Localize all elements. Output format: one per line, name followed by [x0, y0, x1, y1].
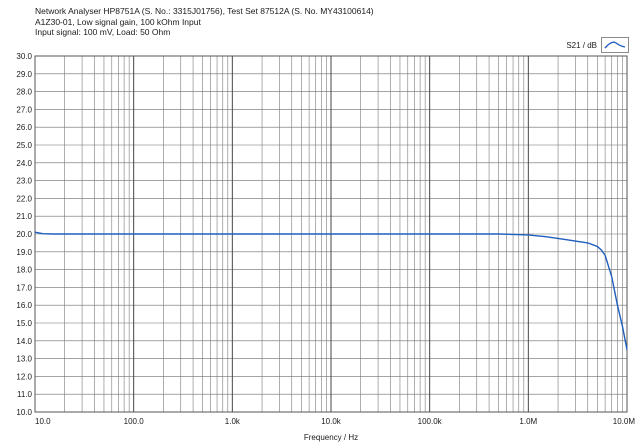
- y-tick-label: 27.0: [16, 105, 32, 114]
- x-tick-label: 100.0: [124, 417, 145, 426]
- x-tick-label: 1.0k: [225, 417, 241, 426]
- y-tick-label: 19.0: [16, 248, 32, 257]
- chart-series: [34, 231, 628, 350]
- y-tick-label: 13.0: [16, 355, 32, 364]
- y-tick-label: 15.0: [16, 319, 32, 328]
- y-tick-label: 11.0: [17, 390, 33, 399]
- header-instrument-line: Network Analyser HP8751A (S. No.: 3315J0…: [35, 6, 374, 16]
- chart-header: Network Analyser HP8751A (S. No.: 3315J0…: [35, 6, 374, 38]
- y-tick-label: 30.0: [16, 52, 32, 61]
- x-axis-label: Frequency / Hz: [304, 433, 358, 442]
- x-tick-label: 10.0: [35, 417, 51, 426]
- series-line-s21: [34, 231, 628, 350]
- y-tick-label: 29.0: [16, 70, 32, 79]
- y-tick-label: 20.0: [16, 230, 32, 239]
- x-axis-tick-labels: 10.0 100.0 1.0k 10.0k 100.0k 1.0M 10.0M: [35, 417, 635, 426]
- header-device-line: A1Z30-01, Low signal gain, 100 kOhm Inpu…: [35, 16, 201, 27]
- y-tick-label: 16.0: [16, 301, 32, 310]
- y-tick-label: 22.0: [16, 194, 32, 203]
- y-tick-label: 12.0: [16, 372, 32, 381]
- plot-area-frame: [34, 55, 628, 413]
- y-tick-label: 28.0: [16, 88, 32, 97]
- y-tick-label: 25.0: [16, 141, 32, 150]
- y-tick-label: 26.0: [16, 123, 32, 132]
- y-tick-label: 14.0: [16, 337, 32, 346]
- y-tick-label: 18.0: [16, 266, 32, 275]
- y-tick-label: 10.0: [16, 408, 32, 417]
- legend-label: S21 / dB: [566, 40, 597, 50]
- x-tick-label: 10.0M: [613, 417, 636, 426]
- y-axis-tick-labels: 10.0 11.0 12.0 13.0 14.0 15.0 16.0 17.0 18.0 19.0…: [16, 52, 32, 417]
- x-tick-label: 1.0M: [519, 417, 537, 426]
- header-signal-line: Input signal: 100 mV, Load: 50 Ohm: [35, 27, 171, 37]
- y-tick-label: 21.0: [16, 212, 32, 221]
- x-tick-label: 10.0k: [321, 417, 342, 426]
- chart-legend: S21 / dB: [566, 37, 629, 53]
- y-tick-label: 23.0: [16, 177, 32, 186]
- legend-line-icon: [601, 37, 629, 53]
- y-tick-label: 17.0: [16, 283, 32, 292]
- y-tick-label: 24.0: [16, 159, 32, 168]
- x-tick-label: 100.0k: [418, 417, 443, 426]
